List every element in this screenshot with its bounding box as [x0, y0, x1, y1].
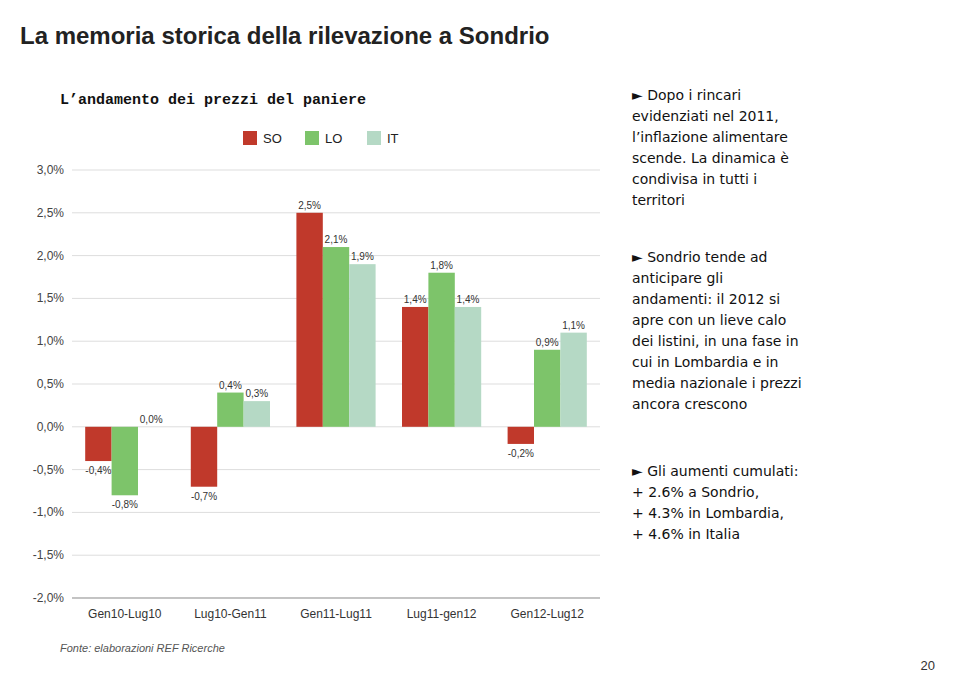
- text-line: ► Dopo i rincari: [632, 87, 741, 103]
- bar: [560, 333, 586, 427]
- grid-line: [72, 170, 600, 171]
- y-tick-label: 0,0%: [37, 420, 65, 434]
- x-tick-label: Lug11-gen12: [407, 607, 477, 621]
- text-line: media nazionale i prezzi: [632, 375, 802, 391]
- legend-swatch: [367, 131, 381, 145]
- legend-swatch: [305, 131, 319, 145]
- bar: [323, 247, 349, 427]
- page-number: 20: [921, 658, 935, 673]
- y-tick-label: -1,0%: [33, 505, 65, 519]
- data-label: 0,0%: [140, 414, 163, 425]
- side-note: ► Dopo i rincari evidenziati nel 2011, l’i…: [632, 87, 789, 208]
- bar: [534, 350, 560, 427]
- data-label: 1,9%: [351, 251, 374, 262]
- legend-label: IT: [387, 131, 399, 146]
- subtitle: L’andamento dei prezzi del paniere: [60, 92, 366, 109]
- grid-line: [72, 212, 600, 213]
- data-label: 0,9%: [536, 337, 559, 348]
- text-line: condivisa in tutti i: [632, 171, 757, 187]
- x-tick-label: Lug10-Gen11: [194, 607, 267, 621]
- legend-swatch: [243, 131, 257, 145]
- data-label: 1,4%: [457, 294, 480, 305]
- text-line: Fonte: elaborazioni REF Ricerche: [60, 642, 225, 654]
- text-line: ancora crescono: [632, 396, 747, 412]
- data-label: 1,4%: [404, 294, 427, 305]
- x-axis-line: [72, 598, 600, 599]
- y-tick-label: -1,5%: [33, 548, 65, 562]
- data-labels: -0,4% -0,7% 2,5% 1,4% -0,2% -0,8% 0,4% 2,1% 1,8%…: [85, 200, 585, 510]
- y-tick-label: 2,0%: [37, 249, 65, 263]
- y-tick-label: 0,5%: [37, 377, 65, 391]
- bar: [402, 307, 428, 427]
- chart: La memoria storica della rilevazione a S…: [0, 0, 959, 686]
- text-line: evidenziati nel 2011,: [632, 108, 779, 124]
- data-label: 0,4%: [219, 380, 242, 391]
- bar: [85, 427, 111, 461]
- data-label: 2,1%: [325, 234, 348, 245]
- text-line: andamenti: il 2012 si: [632, 291, 780, 307]
- legend-label: SO: [263, 131, 282, 146]
- data-label: 2,5%: [298, 200, 321, 211]
- y-tick-label: 1,0%: [37, 334, 65, 348]
- bar: [138, 426, 164, 427]
- text-line: apre con un lieve calo: [632, 312, 786, 328]
- text-line: cui in Lombardia e in: [632, 354, 779, 370]
- bar: [296, 213, 322, 427]
- data-label: 0,3%: [245, 388, 268, 399]
- x-tick-label: Gen12-Lug12: [510, 607, 584, 621]
- legend: SO LO IT: [243, 131, 399, 146]
- text-line: territori: [632, 192, 685, 208]
- bar: [244, 401, 270, 427]
- bar: [455, 307, 481, 427]
- text-line: + 4.6% in Italia: [632, 526, 740, 542]
- bar: [112, 427, 138, 495]
- bar: [428, 273, 454, 427]
- text-line: + 2.6% a Sondrio,: [632, 484, 759, 500]
- bar: [191, 427, 217, 487]
- text-line: + 4.3% in Lombardia,: [632, 505, 784, 521]
- bar: [508, 427, 534, 444]
- data-label: -0,2%: [508, 448, 534, 459]
- text-line: l’inflazione alimentare: [632, 129, 788, 145]
- x-tick-label: Gen10-Lug10: [88, 607, 162, 621]
- data-label: 1,1%: [562, 320, 585, 331]
- y-tick-label: -2,0%: [33, 591, 65, 605]
- y-tick-label: 2,5%: [37, 206, 65, 220]
- text-line: ► Gli aumenti cumulati:: [632, 463, 798, 479]
- text-line: scende. La dinamica è: [632, 150, 789, 166]
- background: [0, 0, 959, 686]
- data-label: -0,8%: [112, 499, 138, 510]
- source-note: Fonte: elaborazioni REF Ricerche: [60, 642, 225, 654]
- bars: [85, 213, 587, 495]
- text-line: anticipare gli: [632, 270, 723, 286]
- grid-line: [72, 512, 600, 513]
- data-label: -0,4%: [85, 465, 111, 476]
- y-tick-label: 1,5%: [37, 291, 65, 305]
- grid-line: [72, 555, 600, 556]
- text-line: dei listini, in una fase in: [632, 333, 799, 349]
- grid-line: [72, 598, 600, 599]
- text-line: ► Sondrio tende ad: [632, 249, 767, 265]
- side-note: ► Sondrio tende ad anticipare gli andament…: [632, 249, 802, 412]
- grid-line: [72, 469, 600, 470]
- bar: [349, 264, 375, 427]
- bar: [217, 393, 243, 427]
- x-axis: Gen10-Lug10 Lug10-Gen11 Gen11-Lug11 Lug11-g…: [88, 607, 584, 621]
- y-tick-label: 3,0%: [37, 163, 65, 177]
- data-label: 1,8%: [430, 260, 453, 271]
- data-label: -0,7%: [191, 491, 217, 502]
- y-axis: -2,0% -1,5% -1,0% -0,5% 0,0% 0,5% 1,0% 1,5% 2,0%…: [33, 163, 600, 605]
- y-tick-label: -0,5%: [33, 463, 65, 477]
- side-note: ► Gli aumenti cumulati: + 2.6% a Sondrio,…: [632, 463, 798, 542]
- x-tick-label: Gen11-Lug11: [300, 607, 372, 621]
- title: La memoria storica della rilevazione a S…: [20, 22, 550, 49]
- text-line: 20: [921, 658, 935, 673]
- legend-label: LO: [325, 131, 342, 146]
